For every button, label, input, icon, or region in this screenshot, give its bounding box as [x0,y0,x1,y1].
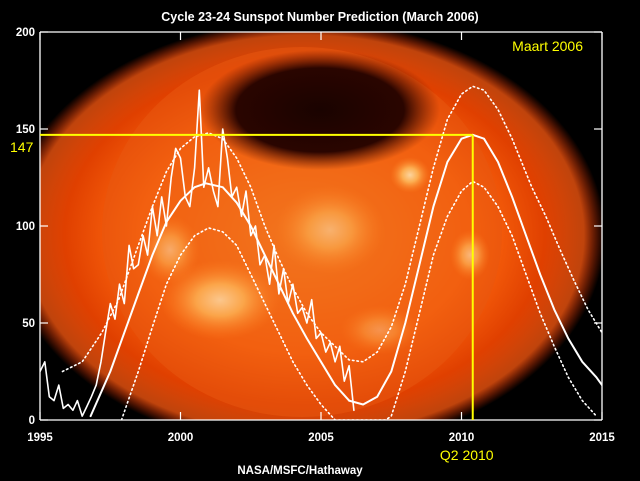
x-tick-label: 2005 [308,432,334,444]
date-annotation: Maart 2006 [512,38,583,54]
y-tick-labels: 0 50 100 150 200 [16,27,35,427]
x-tick-label: 2010 [449,432,475,444]
x-tick-labels: 1995 2000 2005 2010 2015 [27,432,615,444]
y-tick-label: 50 [22,318,35,330]
chart-title: Cycle 23-24 Sunspot Number Prediction (M… [161,10,478,24]
prediction-bound-line [61,85,602,373]
y-tick-label: 100 [16,221,35,233]
x-tick-label: 1995 [27,432,53,444]
peak-marker: 147 Q2 2010 [10,133,494,463]
y-tick-label: 150 [16,124,35,136]
peak-value-label: 147 [10,139,34,155]
y-tick-label: 200 [16,27,35,39]
x-tick-label: 2000 [168,432,194,444]
smoothed-prediction-line [89,182,351,418]
prediction-bound-line [120,180,598,420]
y-tick-label: 0 [29,415,35,427]
x-tick-label: 2015 [589,432,615,444]
observed-sunspot-line [40,89,355,417]
smoothed-prediction-line [348,133,602,406]
data-series [40,85,602,420]
peak-date-label: Q2 2010 [440,447,494,463]
credit-label: NASA/MSFC/Hathaway [237,465,363,477]
sun-background-image [40,32,602,420]
